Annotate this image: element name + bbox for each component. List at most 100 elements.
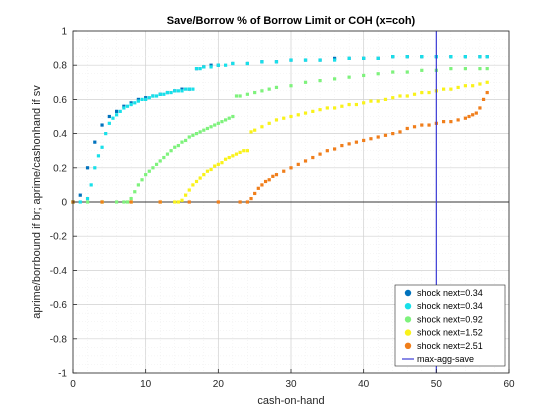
data-point — [289, 58, 293, 62]
data-point — [129, 101, 133, 105]
data-point — [249, 196, 253, 201]
data-point — [485, 67, 489, 71]
data-point — [449, 120, 453, 124]
data-point — [274, 60, 279, 64]
data-point — [289, 84, 293, 88]
legend-label: shock next=0.92 — [417, 314, 483, 324]
data-point — [282, 169, 286, 173]
data-point — [198, 130, 202, 134]
series-3 — [71, 67, 489, 204]
data-point — [100, 145, 104, 149]
legend-marker — [404, 303, 412, 310]
y-tick-label: 0.4 — [53, 129, 67, 140]
data-point — [427, 90, 431, 95]
data-point — [260, 125, 264, 129]
data-point — [209, 167, 213, 172]
data-point — [333, 58, 337, 62]
series-group — [71, 55, 489, 204]
y-tick-label: 0.6 — [53, 95, 67, 106]
data-point — [176, 143, 180, 148]
data-point — [362, 101, 366, 105]
data-point — [162, 92, 166, 96]
data-point — [234, 152, 239, 156]
data-point — [463, 116, 467, 120]
x-tick-label: 40 — [358, 379, 370, 390]
data-point — [85, 196, 90, 201]
data-point — [231, 154, 235, 158]
y-tick-label: 1 — [61, 27, 67, 38]
data-point — [129, 196, 133, 201]
data-point — [144, 173, 148, 177]
data-point — [136, 99, 140, 103]
x-axis-label: cash-on-hand — [257, 395, 324, 407]
data-point — [260, 60, 264, 64]
data-point — [238, 200, 242, 204]
data-point — [456, 118, 460, 122]
data-point — [376, 72, 380, 76]
data-point — [180, 140, 184, 144]
chart-title: Save/Borrow % of Borrow Limit or COH (x=… — [167, 15, 416, 27]
data-point — [231, 114, 235, 119]
data-point — [391, 70, 395, 74]
x-tick-label: 30 — [285, 379, 297, 390]
data-point — [478, 55, 482, 59]
data-point — [100, 123, 104, 127]
data-point — [198, 67, 202, 71]
data-point — [191, 183, 195, 187]
data-point — [263, 179, 268, 184]
data-point — [467, 114, 471, 119]
data-point — [133, 190, 137, 194]
data-point — [93, 166, 97, 170]
data-point — [289, 166, 293, 170]
data-point — [289, 114, 293, 119]
data-point — [187, 135, 191, 139]
data-point — [376, 56, 380, 60]
data-point — [165, 152, 170, 156]
data-point — [478, 82, 482, 86]
data-point — [383, 97, 388, 101]
legend-marker — [404, 329, 412, 336]
data-point — [180, 87, 184, 91]
data-point — [318, 152, 322, 156]
data-point — [184, 87, 188, 91]
data-point — [158, 159, 162, 163]
data-point — [296, 113, 300, 117]
data-point — [256, 186, 260, 190]
data-point — [271, 174, 275, 178]
data-point — [347, 142, 351, 146]
data-point — [260, 89, 264, 93]
data-point — [169, 149, 173, 153]
data-point — [194, 132, 199, 136]
data-point — [151, 94, 155, 98]
data-point — [398, 94, 402, 98]
data-point — [191, 133, 195, 137]
data-point — [449, 55, 453, 59]
data-point — [194, 67, 199, 71]
data-point — [158, 200, 162, 204]
data-point — [129, 200, 133, 204]
data-point — [253, 191, 257, 196]
data-point — [478, 67, 482, 71]
legend-marker — [404, 316, 412, 323]
data-point — [125, 104, 130, 108]
data-point — [187, 188, 191, 192]
data-point — [173, 200, 177, 204]
data-point — [420, 68, 424, 72]
data-point — [449, 87, 453, 91]
data-point — [242, 149, 246, 153]
data-point — [318, 78, 322, 83]
data-point — [184, 193, 188, 197]
legend-marker — [404, 289, 412, 297]
data-point — [220, 161, 224, 165]
data-point — [213, 164, 217, 168]
data-point — [427, 123, 431, 127]
data-point — [245, 61, 249, 66]
data-point — [78, 193, 82, 197]
data-point — [107, 121, 111, 125]
data-point — [405, 126, 409, 131]
y-tick-label: 0.2 — [53, 163, 67, 174]
data-point — [173, 89, 177, 93]
data-point — [260, 183, 264, 187]
data-point — [136, 97, 140, 101]
data-point — [213, 123, 217, 127]
